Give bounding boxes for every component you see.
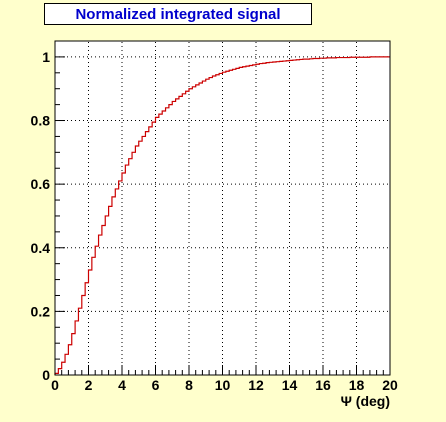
y-tick-label: 0.2 bbox=[31, 303, 51, 319]
x-tick-label: 4 bbox=[118, 377, 126, 393]
y-tick-label: 1 bbox=[42, 49, 50, 65]
x-tick-label: 12 bbox=[248, 377, 264, 393]
x-tick-label: 20 bbox=[382, 377, 398, 393]
chart-title: Normalized integrated signal bbox=[75, 5, 281, 23]
x-tick-label: 8 bbox=[185, 377, 193, 393]
x-tick-label: 6 bbox=[152, 377, 160, 393]
x-tick-label: 16 bbox=[315, 377, 331, 393]
chart-title-box: Normalized integrated signal bbox=[44, 3, 312, 25]
x-tick-label: 2 bbox=[85, 377, 93, 393]
y-tick-label: 0 bbox=[42, 367, 50, 383]
plot-background bbox=[55, 41, 390, 375]
y-tick-label: 0.4 bbox=[31, 240, 51, 256]
x-axis-title: Ψ (deg) bbox=[341, 393, 390, 409]
x-tick-label: 14 bbox=[282, 377, 298, 393]
y-tick-label: 0.6 bbox=[31, 176, 51, 192]
x-tick-label: 10 bbox=[215, 377, 231, 393]
x-tick-label: 0 bbox=[51, 377, 59, 393]
x-tick-label: 18 bbox=[349, 377, 365, 393]
series-step-line bbox=[54, 56, 390, 375]
y-tick-label: 0.8 bbox=[31, 113, 51, 129]
